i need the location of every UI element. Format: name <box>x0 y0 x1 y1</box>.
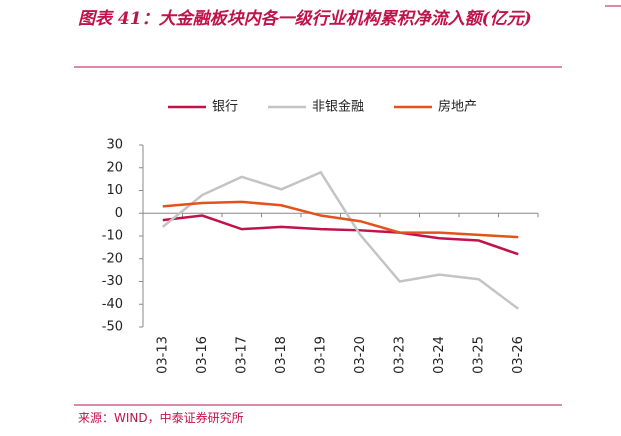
series-line <box>162 214 519 256</box>
y-tick-label: -20 <box>102 251 123 266</box>
series-line <box>161 170 519 310</box>
legend-label: 非银金融 <box>312 99 364 115</box>
y-tick-label: -10 <box>102 229 123 244</box>
chart-title: 图表 41：大金融板块内各一级行业机构累积净流入额(亿元) <box>78 9 532 29</box>
y-tick-label: -30 <box>102 274 123 289</box>
x-tick-label: 03-26 <box>511 336 526 374</box>
series-line <box>162 200 519 239</box>
source-note: 来源：WIND，中泰证券研究所 <box>78 411 244 425</box>
x-tick-label: 03-25 <box>471 336 486 374</box>
x-tick-label: 03-23 <box>392 336 407 374</box>
x-tick-label: 03-19 <box>313 336 328 374</box>
y-tick-label: 10 <box>106 183 123 198</box>
y-tick-label: 30 <box>106 138 123 153</box>
x-tick-label: 03-18 <box>274 336 289 374</box>
y-tick-label: 20 <box>106 160 123 175</box>
y-tick-label: -50 <box>102 320 123 335</box>
y-tick-label: -40 <box>102 297 123 312</box>
legend-label: 房地产 <box>438 99 477 115</box>
legend-label: 银行 <box>212 100 238 115</box>
y-tick-label: 0 <box>115 206 123 221</box>
x-tick-label: 03-20 <box>353 336 368 374</box>
x-tick-label: 03-16 <box>195 336 210 374</box>
x-tick-label: 03-24 <box>432 336 447 374</box>
x-tick-label: 03-13 <box>155 336 170 374</box>
x-tick-label: 03-17 <box>234 336 249 374</box>
